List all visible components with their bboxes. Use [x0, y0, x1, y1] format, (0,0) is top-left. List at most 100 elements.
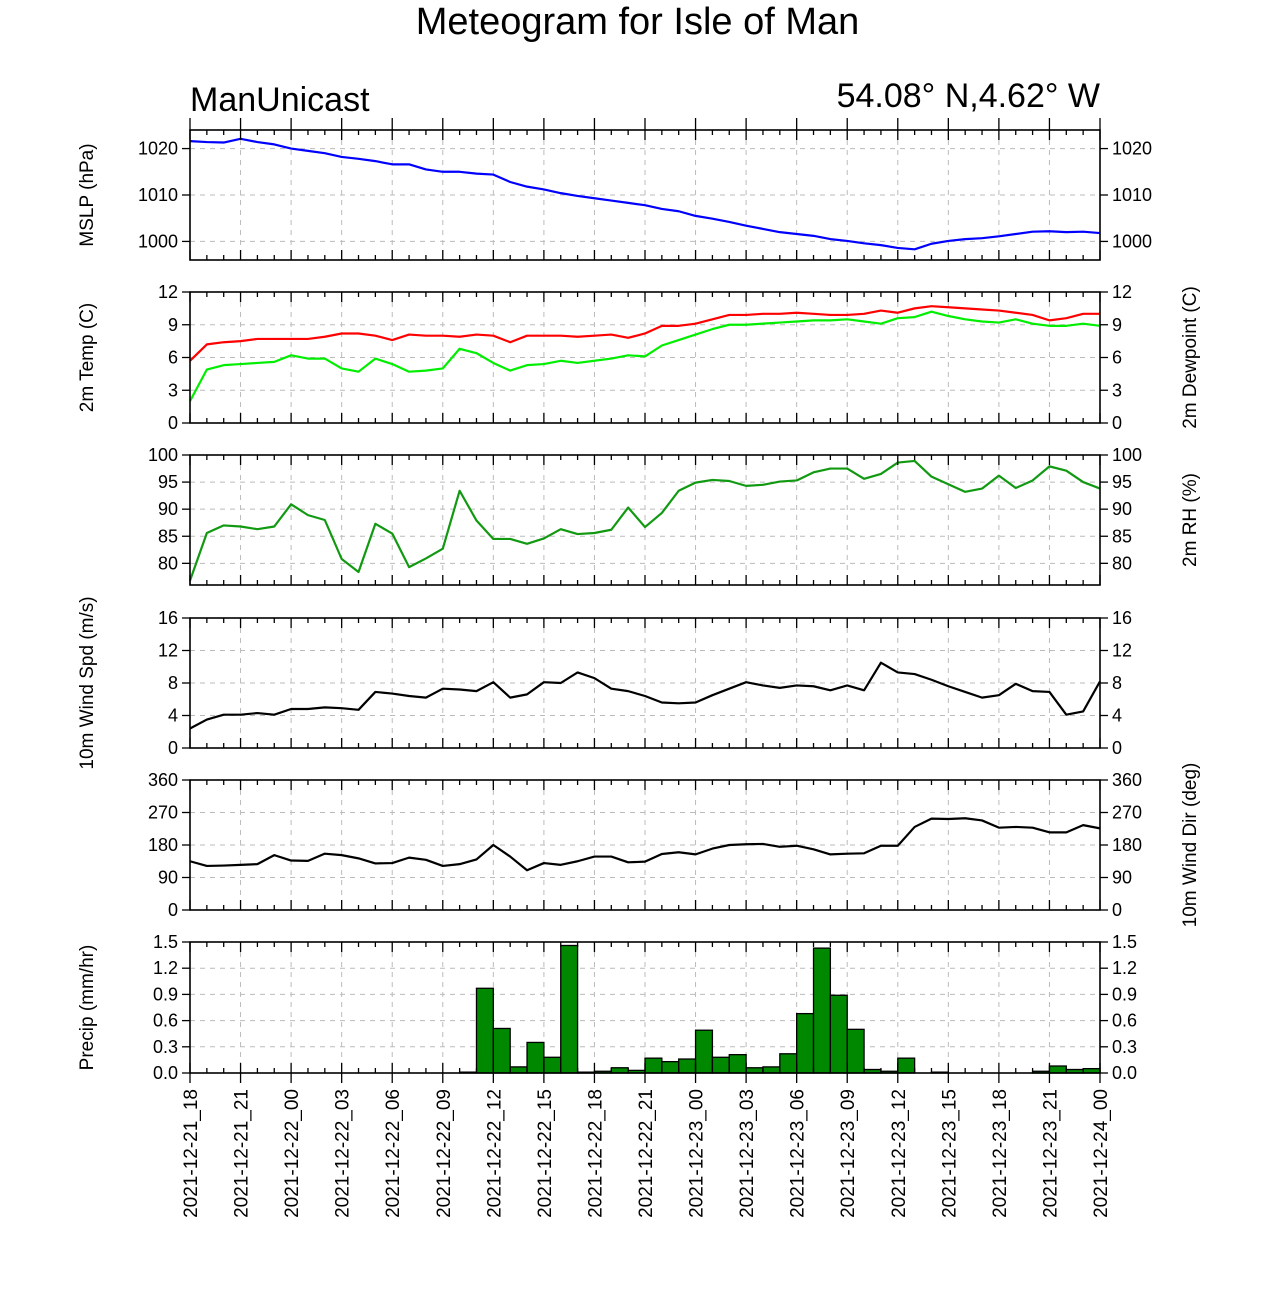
y-axis-title-left: 10m Wind Spd (m/s)	[77, 596, 98, 769]
series-line-wind_direction-0	[189, 817, 1101, 872]
y-tick-label-left: 180	[148, 835, 178, 855]
y-tick-label-left: 4	[168, 706, 178, 726]
y-tick-label-right: 6	[1112, 348, 1122, 368]
precip-bar	[829, 994, 848, 1074]
y-tick-label-left: 85	[158, 526, 178, 546]
x-date-label: 2021-12-23_21	[1040, 1089, 1061, 1218]
x-date-label: 2021-12-22_00	[282, 1089, 303, 1218]
y-tick-label-right: 8	[1112, 673, 1122, 693]
y-tick-label-left: 95	[158, 472, 178, 492]
y-tick-label-right: 180	[1112, 835, 1142, 855]
y-tick-label-left: 270	[148, 803, 178, 823]
precip-bar	[678, 1058, 697, 1074]
y-tick-label-right: 360	[1112, 770, 1142, 790]
y-tick-label-right: 100	[1112, 445, 1142, 465]
y-tick-label-right: 0.6	[1112, 1011, 1137, 1031]
precip-bar	[728, 1054, 747, 1074]
y-tick-label-left: 0	[168, 413, 178, 433]
x-date-label: 2021-12-23_15	[939, 1089, 960, 1218]
y-axis-title-left: MSLP (hPa)	[77, 143, 98, 246]
y-tick-label-right: 3	[1112, 380, 1122, 400]
precip-bar	[509, 1066, 528, 1074]
y-tick-label-right: 80	[1112, 553, 1132, 573]
panel-precipitation: 0.0 0.0 0.3 0.3 0.6 0.6 0.9 0.9 1.2 1.2 1.5 1.5 Prec…	[77, 932, 1137, 1083]
precip-bar	[526, 1041, 545, 1074]
x-date-label: 2021-12-22_09	[434, 1089, 455, 1218]
y-axis-title-right: 10m Wind Dir (deg)	[1180, 763, 1201, 928]
y-tick-label-right: 16	[1112, 608, 1132, 628]
y-tick-label-left: 1.5	[153, 932, 178, 952]
panel-wind_speed: 0 0 4 4 8 8 12 12 16 16 10m Wind Spd (m/s)	[77, 596, 1132, 769]
precip-bar	[897, 1057, 916, 1074]
y-tick-label-left: 0.3	[153, 1037, 178, 1057]
precip-bar	[711, 1056, 730, 1074]
y-tick-label-left: 0	[168, 900, 178, 920]
x-date-label: 2021-12-23_06	[788, 1089, 809, 1218]
y-tick-label-left: 80	[158, 553, 178, 573]
x-date-label: 2021-12-23_00	[687, 1089, 708, 1218]
x-date-label: 2021-12-22_06	[383, 1089, 404, 1218]
series-line-mslp-0	[189, 137, 1101, 251]
x-date-label: 2021-12-23_12	[889, 1089, 910, 1218]
y-tick-label-right: 0.9	[1112, 984, 1137, 1004]
x-date-label: 2021-12-22_21	[636, 1089, 657, 1218]
precip-bar	[543, 1056, 562, 1074]
precip-bar	[492, 1027, 511, 1074]
y-tick-label-left: 1.2	[153, 958, 178, 978]
y-tick-label-left: 100	[148, 445, 178, 465]
y-tick-label-right: 0	[1112, 738, 1122, 758]
y-axis-title-right: 2m RH (%)	[1180, 473, 1201, 567]
x-axis-dates: 2021-12-21_18 2021-12-21_21 2021-12-22_00 2…	[181, 1073, 1112, 1218]
y-tick-label-right: 90	[1112, 499, 1132, 519]
y-tick-label-left: 1020	[138, 139, 178, 159]
precip-bar	[812, 947, 832, 1074]
precip-bar	[475, 987, 494, 1074]
y-axis-title-left: 2m Temp (C)	[77, 303, 98, 412]
precip-bar	[560, 944, 579, 1074]
station-name: ManUnicast	[190, 81, 370, 119]
y-tick-label-left: 12	[158, 641, 178, 661]
y-tick-label-right: 270	[1112, 803, 1142, 823]
precip-bar	[1048, 1065, 1067, 1074]
x-date-label: 2021-12-22_12	[484, 1089, 505, 1218]
y-tick-label-right: 12	[1112, 282, 1132, 302]
precip-bar	[694, 1029, 714, 1074]
precip-bar	[762, 1066, 781, 1074]
y-tick-label-left: 90	[158, 499, 178, 519]
x-date-label: 2021-12-24_00	[1091, 1089, 1112, 1218]
panel-mslp: 1000 1000 1010 1010 1020 1020 MSLP (hPa)	[77, 118, 1152, 261]
y-tick-label-left: 360	[148, 770, 178, 790]
precip-bar	[661, 1060, 680, 1074]
series-line-wind_speed-0	[189, 661, 1101, 730]
y-tick-label-left: 90	[158, 868, 178, 888]
y-tick-label-left: 1000	[138, 231, 178, 251]
y-tick-label-right: 4	[1112, 706, 1122, 726]
y-tick-label-right: 12	[1112, 641, 1132, 661]
station-coordinates: 54.08° N,4.62° W	[836, 77, 1100, 115]
y-tick-label-right: 0	[1112, 900, 1122, 920]
y-axis-title-left: Precip (mm/hr)	[77, 945, 98, 1071]
y-tick-label-left: 0.9	[153, 984, 178, 1004]
x-date-label: 2021-12-23_09	[838, 1089, 859, 1218]
panel-rh: 80 80 85 85 90 90 95 95 100 100 2m RH (%)	[148, 445, 1201, 586]
series-line-temperature-0	[189, 305, 1100, 362]
precip-bar	[644, 1057, 663, 1074]
y-tick-label-left: 6	[168, 348, 178, 368]
x-date-label: 2021-12-22_18	[585, 1089, 606, 1218]
y-axis-title-right: 2m Dewpoint (C)	[1180, 286, 1201, 429]
x-date-label: 2021-12-23_03	[737, 1089, 758, 1218]
y-tick-label-right: 90	[1112, 868, 1132, 888]
precip-bar	[779, 1053, 798, 1074]
x-date-label: 2021-12-21_21	[232, 1089, 253, 1218]
x-date-label: 2021-12-22_03	[333, 1089, 354, 1218]
y-tick-label-right: 0.0	[1112, 1063, 1137, 1083]
y-tick-label-right: 9	[1112, 315, 1122, 335]
precip-bar	[796, 1012, 815, 1074]
y-tick-label-right: 1010	[1112, 185, 1152, 205]
y-tick-label-right: 85	[1112, 526, 1132, 546]
y-tick-label-left: 1010	[138, 185, 178, 205]
precip-bar	[846, 1028, 865, 1074]
x-date-label: 2021-12-23_18	[990, 1089, 1011, 1218]
y-tick-label-right: 1.2	[1112, 958, 1137, 978]
